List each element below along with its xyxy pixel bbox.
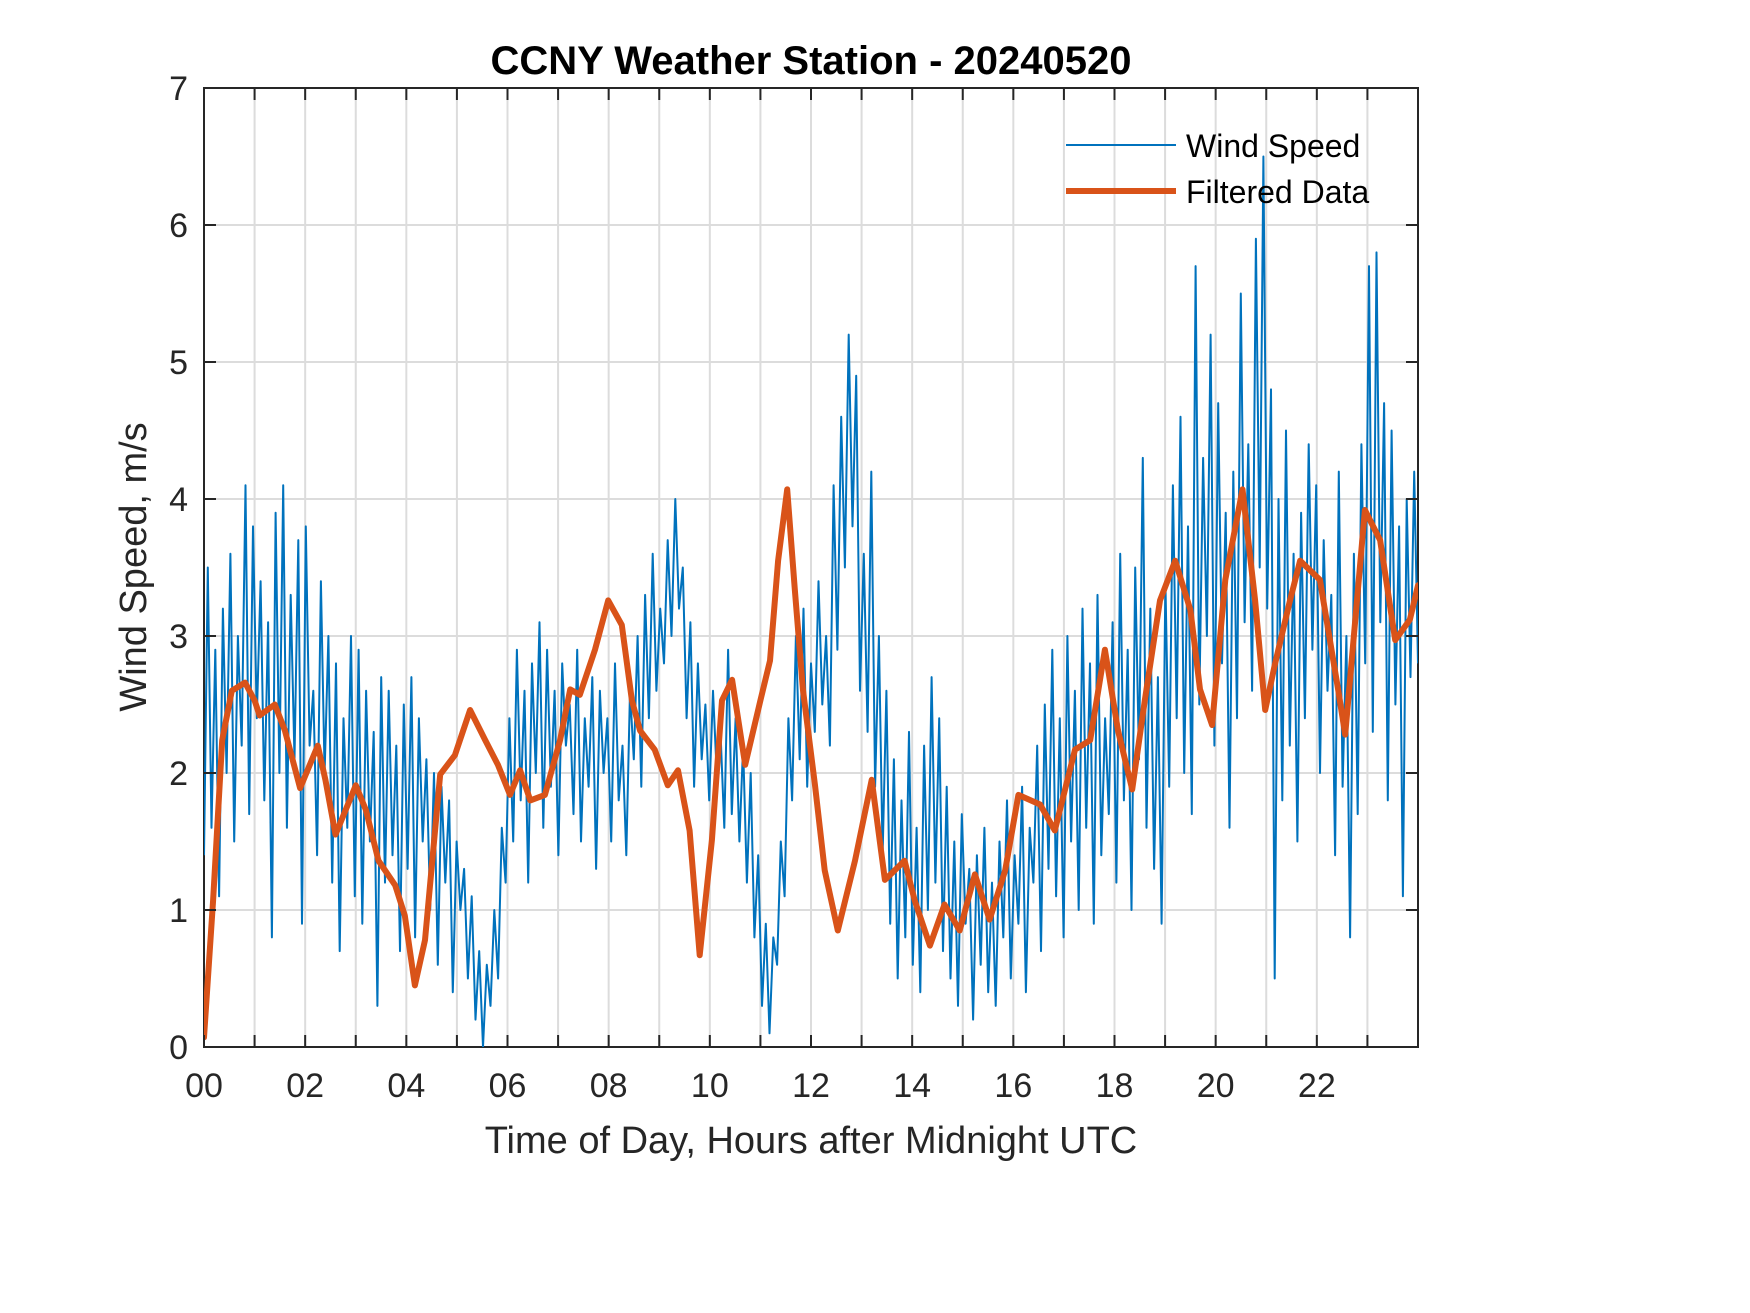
y-tick-label: 1 [169,892,188,930]
gridlines [204,88,1418,1047]
legend-label-filtered-data: Filtered Data [1186,174,1369,210]
y-tick-label: 5 [169,344,188,382]
x-tick-label: 10 [691,1067,729,1105]
y-tick-label: 7 [169,70,188,108]
chart-title: CCNY Weather Station - 20240520 [491,39,1132,83]
x-tick-label: 18 [1096,1067,1134,1105]
x-axis-label: Time of Day, Hours after Midnight UTC [485,1120,1138,1162]
x-tick-label: 16 [994,1067,1032,1105]
y-tick-label: 2 [169,755,188,793]
y-tick-label: 0 [169,1029,188,1067]
axis-ticks [203,87,1418,1048]
legend-label-wind-speed: Wind Speed [1186,128,1360,164]
x-tick-label: 08 [590,1067,628,1105]
y-axis-label: Wind Speed, m/s [113,422,155,711]
y-tick-label: 6 [169,207,188,245]
x-tick-labels: 00 02 04 06 08 10 12 14 16 18 20 22 [185,1067,1336,1105]
x-tick-label: 06 [489,1067,527,1105]
series-line-wind-speed [204,155,1418,1047]
x-tick-label: 02 [286,1067,324,1105]
x-tick-label: 20 [1197,1067,1235,1105]
x-tick-label: 00 [185,1067,223,1105]
x-tick-label: 12 [792,1067,830,1105]
y-tick-label: 3 [169,618,188,656]
legend: Wind Speed Filtered Data [1066,128,1369,210]
series-line-filtered-data [204,486,1418,1041]
plot-clip-group [204,155,1418,1047]
x-tick-label: 04 [387,1067,425,1105]
y-tick-labels: 0 1 2 3 4 5 6 7 [169,70,188,1067]
y-tick-label: 4 [169,481,188,519]
x-tick-label: 22 [1298,1067,1336,1105]
x-tick-label: 14 [893,1067,931,1105]
